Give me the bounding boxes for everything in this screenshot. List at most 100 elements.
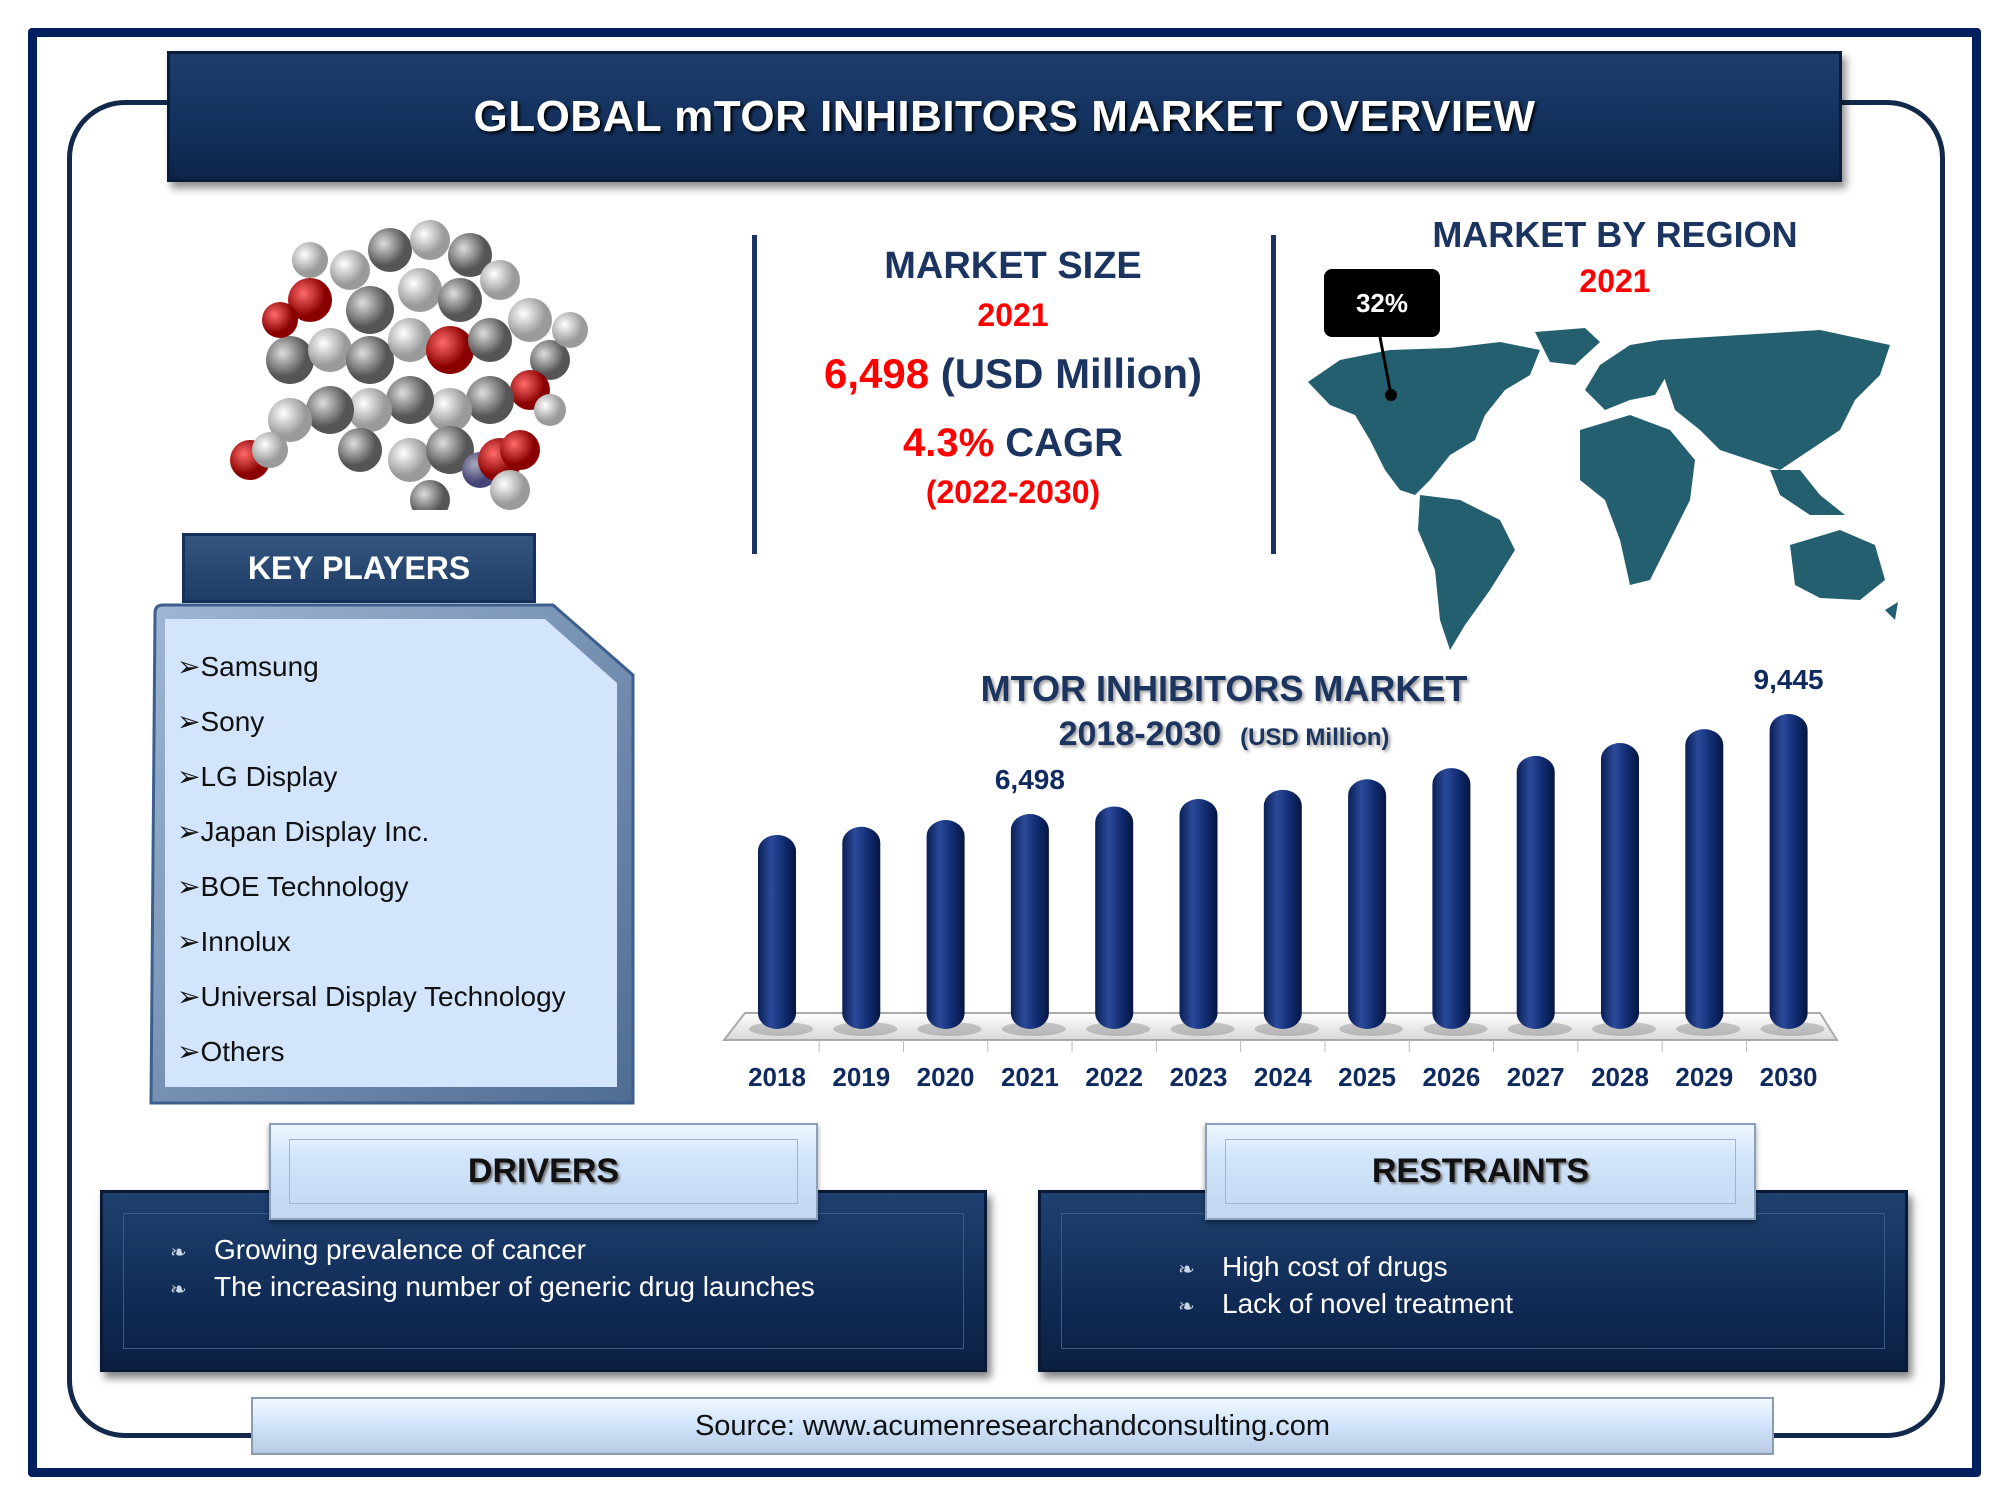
- atom: [348, 388, 392, 432]
- atom: [500, 430, 540, 470]
- cagr-line: 4.3% CAGR: [903, 421, 1123, 466]
- southeast-asia: [1770, 470, 1845, 515]
- x-tick-label: 2024: [1253, 1062, 1312, 1092]
- bar-2021: [1010, 813, 1049, 1029]
- bar-shadow: [749, 1022, 813, 1036]
- x-tick-label: 2030: [1759, 1062, 1818, 1092]
- cagr-value: 4.3%: [902, 421, 995, 465]
- region-year: 2021: [1579, 263, 1651, 299]
- atom: [388, 318, 432, 362]
- bar-2019: [842, 826, 881, 1029]
- atom: [368, 228, 412, 272]
- x-tick-label: 2020: [916, 1062, 975, 1092]
- bar-2026: [1432, 768, 1471, 1029]
- atom: [330, 250, 370, 290]
- key-player-item: ➢Innolux: [177, 925, 291, 958]
- x-tick-label: 2029: [1675, 1062, 1734, 1092]
- bar-shadow: [1254, 1022, 1319, 1036]
- atom: [292, 242, 328, 278]
- bar-shadow: [1001, 1022, 1066, 1036]
- x-tick-label: 2028: [1591, 1062, 1649, 1092]
- drivers-title-text: DRIVERS: [467, 1152, 620, 1190]
- key-player-item: ➢Universal Display Technology: [177, 980, 566, 1013]
- x-tick-label: 2026: [1422, 1062, 1481, 1092]
- bar-shadow: [1086, 1022, 1151, 1036]
- bullet-arrow-icon: ➢: [177, 706, 201, 737]
- greenland: [1535, 328, 1600, 365]
- bar-shadow: [1760, 1022, 1825, 1036]
- key-player-name: Samsung: [200, 651, 319, 682]
- data-label-2030: 9,445: [1753, 664, 1824, 695]
- atom: [552, 312, 588, 348]
- key-player-name: Others: [200, 1036, 285, 1067]
- atom: [534, 394, 566, 426]
- bar-shadow: [1676, 1022, 1741, 1036]
- bar-shadow: [1592, 1022, 1656, 1036]
- x-tick-label: 2023: [1169, 1062, 1228, 1092]
- bullet-arrow-icon: ➢: [177, 651, 201, 682]
- x-tick-label: 2018: [748, 1062, 806, 1092]
- south-america: [1418, 495, 1515, 650]
- atom: [410, 480, 450, 510]
- x-tick-label: 2027: [1506, 1062, 1565, 1092]
- bullet-arrow-icon: ➢: [177, 1036, 201, 1067]
- callout-pointer: [1378, 336, 1393, 396]
- x-tick-label: 2019: [832, 1062, 891, 1092]
- chart-unit: (USD Million): [1240, 724, 1390, 751]
- page-title: GLOBAL mTOR INHIBITORS MARKET OVERVIEW: [473, 91, 1536, 141]
- bar-shadow: [917, 1022, 982, 1036]
- leaf-bullet-icon: ❧: [1178, 1296, 1195, 1318]
- bar-2022: [1095, 806, 1134, 1029]
- cagr-label: CAGR: [1005, 421, 1124, 465]
- key-players-title: KEY PLAYERS: [182, 533, 536, 603]
- key-player-name: Innolux: [200, 926, 291, 957]
- atom: [386, 376, 434, 424]
- bar-chart: [721, 714, 1839, 1052]
- atom: [346, 286, 394, 334]
- key-player-name: Sony: [200, 706, 265, 737]
- europe: [1585, 340, 1670, 410]
- source-bar: Source: www.acumenresearchandconsulting.…: [251, 1397, 1774, 1455]
- north-america: [1308, 342, 1540, 495]
- market-size-year: 2021: [977, 297, 1049, 333]
- atom: [480, 260, 520, 300]
- drivers-text: Growing prevalence of cancer: [214, 1234, 586, 1265]
- atom: [262, 302, 298, 338]
- cagr-period: (2022-2030): [925, 474, 1101, 510]
- atom: [288, 278, 332, 322]
- drivers-item: ❧ Growing prevalence of cancer: [170, 1234, 586, 1266]
- bar-shadow: [1339, 1022, 1404, 1036]
- atom: [438, 278, 482, 322]
- key-player-item: ➢Samsung: [177, 650, 319, 683]
- key-player-item: ➢Others: [177, 1035, 285, 1068]
- atom: [346, 336, 394, 384]
- atom: [466, 376, 514, 424]
- x-tick-label: 2022: [1085, 1062, 1144, 1092]
- atom: [388, 438, 432, 482]
- atom: [468, 318, 512, 362]
- atom: [508, 298, 552, 342]
- bar-shadow: [1423, 1022, 1488, 1036]
- atom: [266, 336, 314, 384]
- molecule-image: [230, 220, 588, 510]
- drivers-text: The increasing number of generic drug la…: [214, 1271, 815, 1302]
- bar-2025: [1348, 779, 1387, 1029]
- key-player-name: Universal Display Technology: [200, 981, 566, 1012]
- bar-2020: [926, 820, 965, 1029]
- atom: [398, 268, 442, 312]
- bar-2029: [1685, 729, 1724, 1029]
- bullet-arrow-icon: ➢: [177, 926, 201, 957]
- restraints-item: ❧ High cost of drugs: [1178, 1251, 1448, 1283]
- title-banner: GLOBAL mTOR INHIBITORS MARKET OVERVIEW: [167, 51, 1842, 182]
- divider: [752, 235, 757, 554]
- key-player-name: LG Display: [200, 761, 338, 792]
- x-tick-label: 2025: [1338, 1062, 1397, 1092]
- restraints-title: RESTRAINTS: [1205, 1123, 1756, 1220]
- leaf-bullet-icon: ❧: [170, 1279, 187, 1301]
- bullet-arrow-icon: ➢: [177, 981, 201, 1012]
- data-label-2021: 6,498: [994, 763, 1065, 795]
- x-tick-label: 2021: [1000, 1062, 1059, 1092]
- key-players-panel: [149, 603, 635, 1105]
- bar-2023: [1179, 798, 1218, 1029]
- atom: [338, 428, 382, 472]
